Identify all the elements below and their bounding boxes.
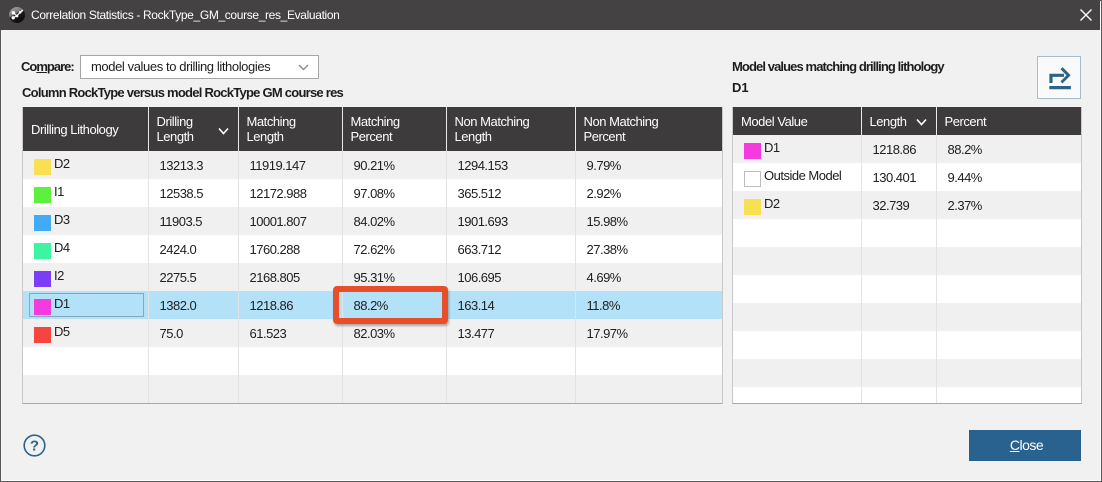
svg-text:?: ? (30, 438, 39, 455)
